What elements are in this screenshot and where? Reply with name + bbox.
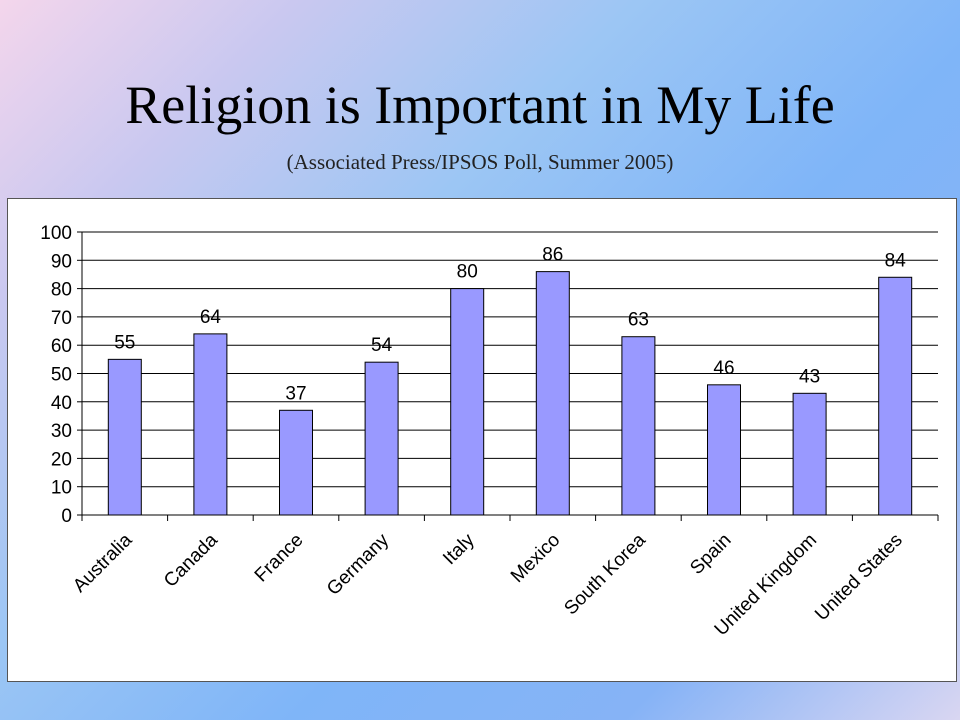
bar	[707, 384, 741, 516]
bar	[279, 409, 313, 516]
x-category-label: France	[251, 530, 308, 587]
y-tick-label: 80	[51, 280, 72, 301]
y-tick-label: 10	[51, 478, 72, 499]
bar	[193, 333, 228, 516]
y-tick-label: 40	[51, 393, 72, 414]
y-tick-label: 20	[51, 449, 72, 470]
bar	[878, 276, 913, 516]
bar	[450, 288, 485, 516]
x-category-label: Mexico	[507, 530, 564, 587]
y-tick-label: 90	[51, 251, 72, 272]
bar	[107, 358, 142, 516]
data-label: 37	[285, 383, 306, 404]
x-category-label: United States	[811, 530, 907, 626]
x-category-label: Germany	[323, 529, 393, 599]
data-label: 80	[457, 262, 478, 283]
y-tick-label: 100	[40, 223, 72, 244]
bar	[535, 271, 570, 516]
data-label: 54	[371, 335, 393, 356]
slide-subtitle: (Associated Press/IPSOS Poll, Summer 200…	[286, 150, 674, 174]
bar	[792, 392, 827, 516]
y-tick-label: 0	[61, 506, 72, 527]
data-label: 64	[200, 307, 222, 328]
bar	[364, 361, 399, 516]
slide-title: Religion is Important in My Life	[125, 75, 835, 135]
x-category-label: Spain	[686, 530, 735, 579]
y-tick-label: 60	[51, 336, 72, 357]
x-category-label: Italy	[439, 529, 479, 569]
bar-chart: 0 10 20 30 40 50 60 70 80 90 100 55 Australia 64 Canad…	[40, 223, 939, 640]
y-tick-label: 30	[51, 421, 72, 442]
data-label: 43	[799, 366, 820, 387]
x-category-label: South Korea	[560, 529, 650, 619]
y-tick-label: 70	[51, 308, 72, 329]
x-category-label: Australia	[69, 529, 136, 596]
data-label: 84	[885, 250, 907, 271]
data-label: 55	[114, 332, 135, 353]
y-tick-label: 50	[51, 365, 72, 386]
x-category-label: Canada	[160, 529, 222, 591]
data-label: 46	[713, 358, 734, 379]
chart-panel: 0 10 20 30 40 50 60 70 80 90 100 55 Australia 64 Canad…	[7, 198, 957, 682]
bar	[621, 336, 656, 516]
data-label: 63	[628, 310, 649, 331]
data-label: 86	[542, 245, 563, 266]
